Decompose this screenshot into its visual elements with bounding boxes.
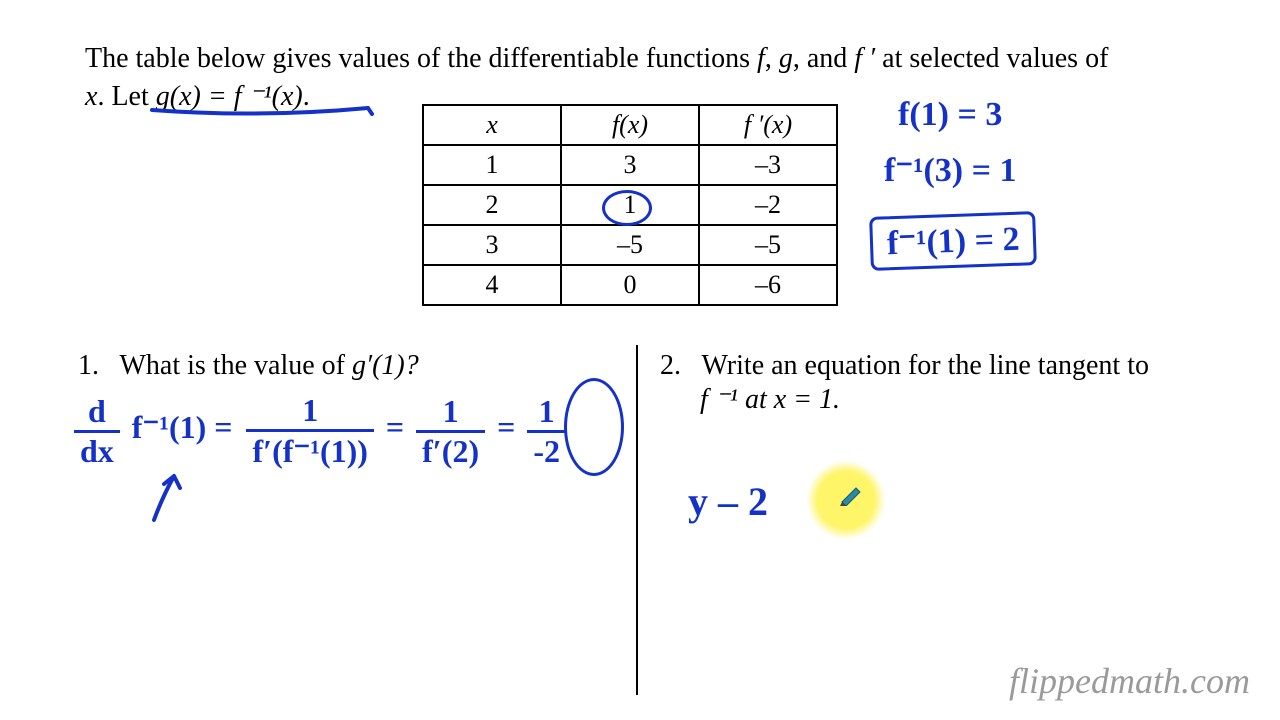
eq1: = [386, 409, 404, 445]
vertical-divider [636, 345, 638, 695]
q1-work: d dx f⁻¹(1) = 1 f′(f⁻¹(1)) = 1 f′(2) = 1… [74, 392, 566, 470]
col-fx: f(x) [561, 105, 699, 145]
answer-frac: 1 -2 [527, 393, 566, 470]
cell: –5 [699, 225, 837, 265]
problem-text-1: The table below gives values of the diff… [85, 43, 757, 74]
cell: 2 [423, 185, 561, 225]
table-row: 3 –5 –5 [423, 225, 837, 265]
cell: –3 [699, 145, 837, 185]
q1-text: What is the value of [120, 350, 352, 381]
let: . Let [97, 81, 155, 112]
ddx: d dx [74, 393, 120, 470]
q1-number: 1. [78, 350, 99, 381]
frac1: 1 f′(f⁻¹(1)) [246, 392, 373, 470]
problem-text-2: at selected values of [875, 43, 1108, 74]
q2-text-a: Write an equation for the line tangent t… [702, 350, 1150, 381]
var-g: g [779, 43, 793, 74]
arrow-annotation [142, 468, 192, 528]
eq2: = [497, 409, 515, 445]
table-row: 4 0 –6 [423, 265, 837, 305]
comma: , [765, 43, 779, 74]
question-2: 2. Write an equation for the line tangen… [660, 350, 1200, 416]
cell: –5 [561, 225, 699, 265]
q2-work: y – 2 [688, 478, 768, 525]
underline-annotation [150, 106, 375, 120]
frac2: 1 f′(2) [416, 393, 485, 470]
answer-circle [564, 378, 624, 476]
var-f: f [757, 43, 765, 74]
table-header-row: x f(x) f ′(x) [423, 105, 837, 145]
circle-annotation [602, 190, 652, 226]
and: , and [793, 43, 854, 74]
note-f1: f(1) = 3 [898, 96, 1002, 134]
table-row: 1 3 –3 [423, 145, 837, 185]
cell: 3 [423, 225, 561, 265]
watermark: flippedmath.com [1009, 660, 1250, 702]
cell: 3 [561, 145, 699, 185]
q2-number: 2. [660, 350, 681, 381]
note-finv3: f⁻¹(3) = 1 [884, 150, 1016, 190]
pen-icon [838, 482, 862, 506]
q1-math: g′(1)? [352, 350, 419, 381]
col-x: x [423, 105, 561, 145]
col-fprimex: f ′(x) [699, 105, 837, 145]
cell: 1 [423, 145, 561, 185]
q2-text-b: f ⁻¹ at x = 1. [700, 384, 840, 415]
var-fprime: f ′ [854, 43, 875, 74]
var-x: x [85, 81, 97, 112]
question-1: 1. What is the value of g′(1)? [78, 350, 419, 382]
note-finv1-boxed: f⁻¹(1) = 2 [869, 211, 1037, 271]
cell: 0 [561, 265, 699, 305]
finv1: f⁻¹(1) = [132, 409, 233, 445]
cell: –2 [699, 185, 837, 225]
cell: –6 [699, 265, 837, 305]
cell: 4 [423, 265, 561, 305]
